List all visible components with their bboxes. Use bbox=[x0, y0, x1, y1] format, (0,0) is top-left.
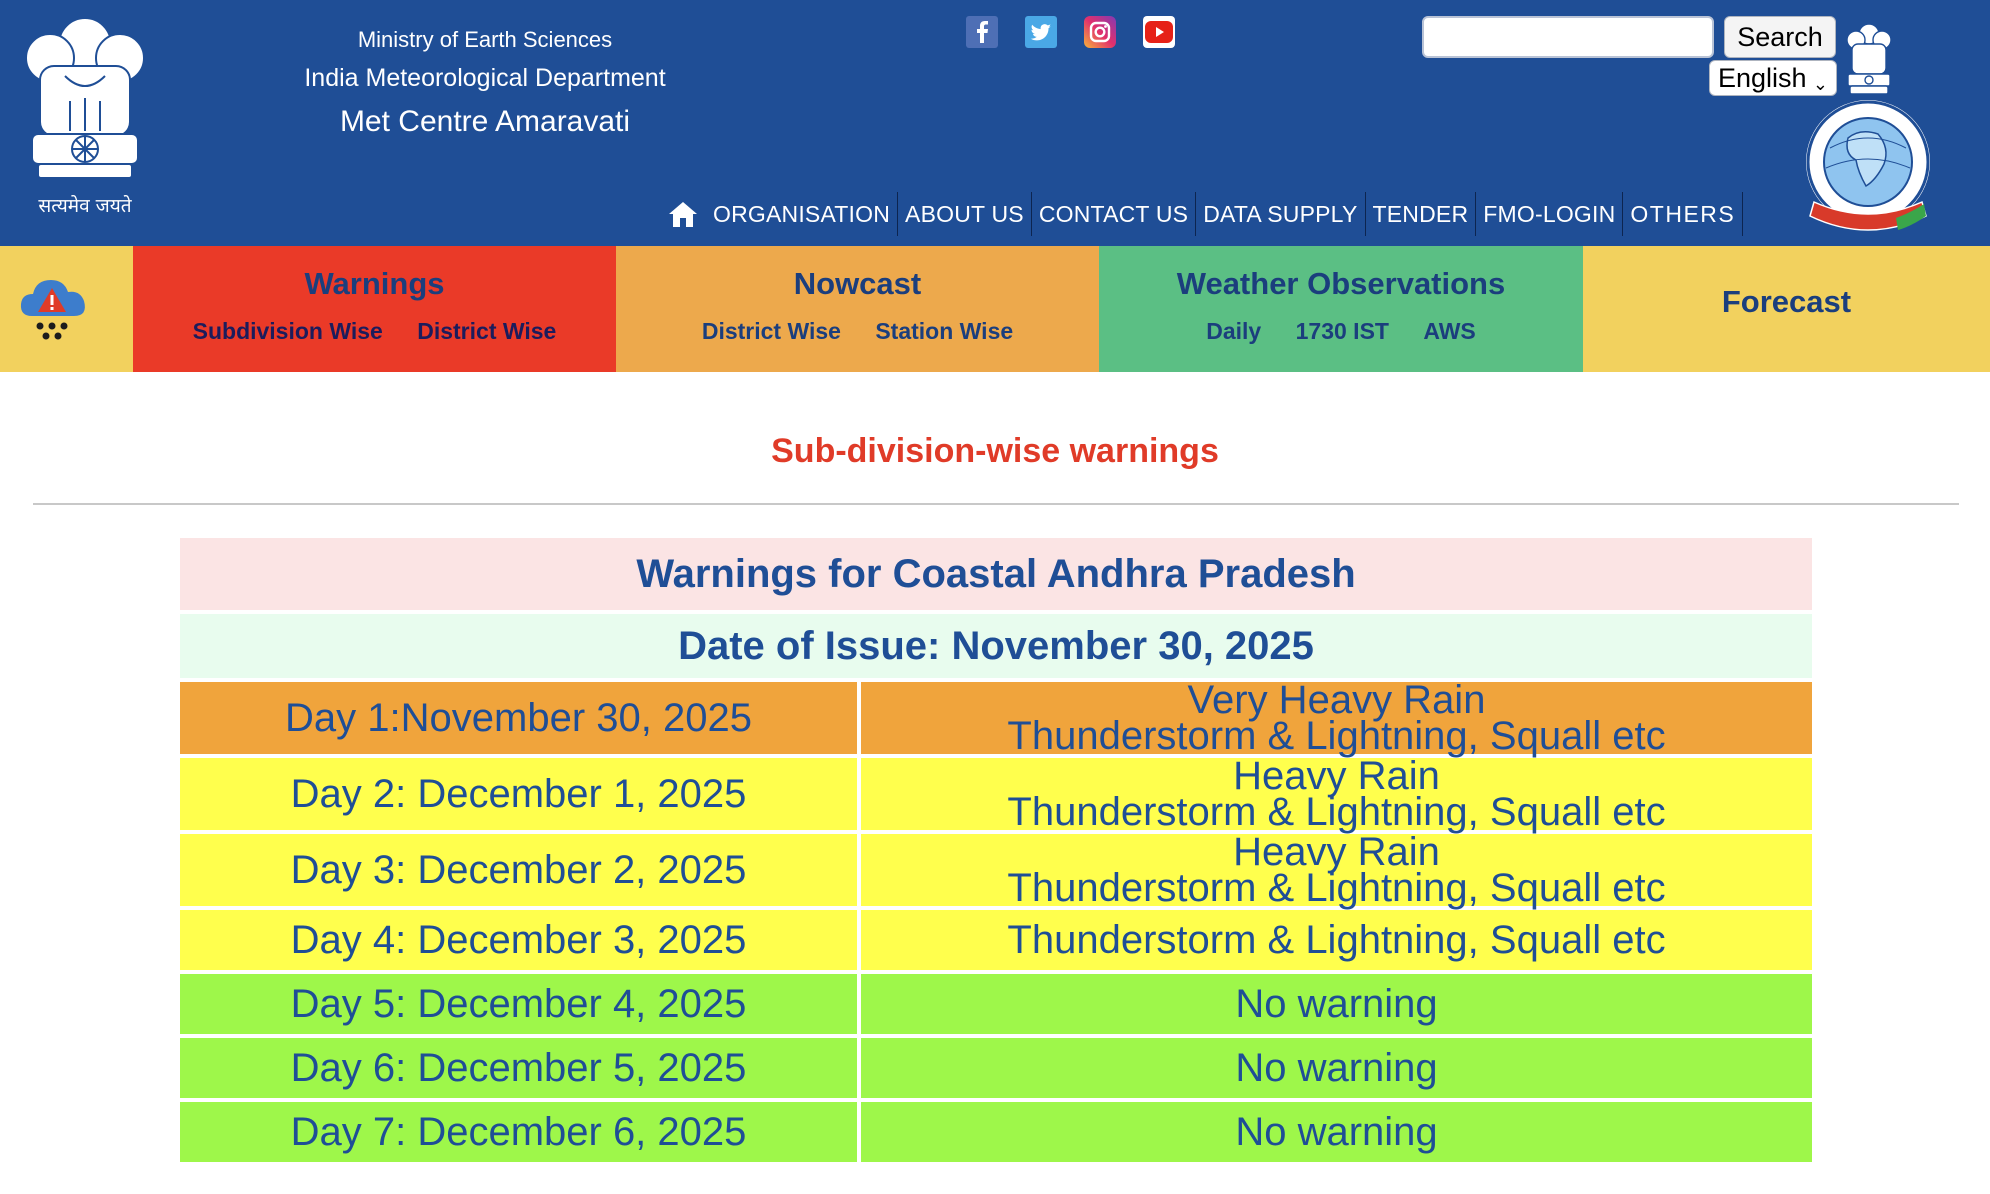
table-row: Day 5: December 4, 2025 No warning bbox=[180, 974, 1812, 1034]
link-station-wise[interactable]: Station Wise bbox=[875, 318, 1014, 344]
tab-observations-title[interactable]: Weather Observations bbox=[1176, 266, 1506, 301]
day-cell: Day 7: December 6, 2025 bbox=[180, 1102, 857, 1162]
day-cell: Day 6: December 5, 2025 bbox=[180, 1038, 857, 1098]
warning-text: Heavy Rain bbox=[1233, 754, 1440, 798]
site-header: सत्यमेव जयते Ministry of Earth Sciences … bbox=[0, 0, 1990, 246]
day-cell: Day 2: December 1, 2025 bbox=[180, 758, 857, 830]
table-title: Warnings for Coastal Andhra Pradesh bbox=[180, 538, 1812, 610]
warning-text: Very Heavy Rain bbox=[1187, 678, 1486, 722]
link-aws[interactable]: AWS bbox=[1423, 318, 1476, 344]
warning-cell: No warning bbox=[861, 1102, 1812, 1162]
warning-cell: Thunderstorm & Lightning, Squall etc bbox=[861, 910, 1812, 970]
youtube-icon[interactable] bbox=[1143, 16, 1175, 48]
link-district-wise-nowcast[interactable]: District Wise bbox=[701, 318, 841, 344]
table-row: Day 3: December 2, 2025 Heavy Rain Thund… bbox=[180, 830, 1812, 910]
language-value: English bbox=[1718, 63, 1807, 93]
home-icon[interactable] bbox=[660, 192, 706, 236]
warning-text: No warning bbox=[1235, 1046, 1438, 1090]
table-row: Day 1:November 30, 2025 Very Heavy Rain … bbox=[180, 678, 1812, 758]
storm-warning-icon bbox=[20, 280, 85, 340]
day-cell: Day 4: December 3, 2025 bbox=[180, 910, 857, 970]
link-daily[interactable]: Daily bbox=[1206, 318, 1262, 344]
warning-text: Thunderstorm & Lightning, Squall etc bbox=[1007, 918, 1666, 962]
search-input[interactable] bbox=[1422, 16, 1714, 58]
site-title: Ministry of Earth Sciences India Meteoro… bbox=[260, 24, 710, 144]
national-emblem-logo[interactable]: सत्यमेव जयते bbox=[10, 6, 160, 218]
day-cell: Day 5: December 4, 2025 bbox=[180, 974, 857, 1034]
weather-alert-tile bbox=[0, 246, 133, 372]
nav-fmo-login[interactable]: FMO-LOGIN bbox=[1476, 192, 1624, 236]
warning-text: Thunderstorm & Lightning, Squall etc bbox=[1007, 866, 1666, 910]
tab-warnings-title[interactable]: Warnings bbox=[304, 266, 445, 301]
tab-forecast-title[interactable]: Forecast bbox=[1721, 284, 1852, 319]
main-nav: ORGANISATION ABOUT US CONTACT US DATA SU… bbox=[660, 192, 1744, 236]
ministry-name: Ministry of Earth Sciences bbox=[357, 27, 613, 52]
warning-text: Thunderstorm & Lightning, Squall etc bbox=[1007, 714, 1666, 758]
nav-tender[interactable]: TENDER bbox=[1366, 192, 1477, 236]
nav-organisation[interactable]: ORGANISATION bbox=[706, 192, 899, 236]
warning-text: Thunderstorm & Lightning, Squall etc bbox=[1007, 790, 1666, 834]
link-subdivision-wise[interactable]: Subdivision Wise bbox=[192, 318, 383, 344]
link-district-wise-warnings[interactable]: District Wise bbox=[417, 318, 557, 344]
tab-nowcast: Nowcast District Wise Station Wise bbox=[616, 246, 1099, 372]
table-row: Day 7: December 6, 2025 No warning bbox=[180, 1102, 1812, 1162]
divider bbox=[33, 503, 1959, 505]
tab-nowcast-title[interactable]: Nowcast bbox=[793, 266, 922, 301]
nav-contact-us[interactable]: CONTACT US bbox=[1032, 192, 1197, 236]
warning-cell: Heavy Rain Thunderstorm & Lightning, Squ… bbox=[861, 754, 1812, 834]
table-row: Day 4: December 3, 2025 Thunderstorm & L… bbox=[180, 910, 1812, 970]
warning-cell: No warning bbox=[861, 1038, 1812, 1098]
tab-weather-observations: Weather Observations Daily 1730 IST AWS bbox=[1099, 246, 1583, 372]
warnings-table: Warnings for Coastal Andhra Pradesh Date… bbox=[180, 538, 1812, 1162]
link-1730-ist[interactable]: 1730 IST bbox=[1295, 318, 1389, 344]
language-select[interactable]: English ⌄ bbox=[1709, 60, 1837, 96]
day-cell: Day 1:November 30, 2025 bbox=[180, 682, 857, 754]
nav-data-supply[interactable]: DATA SUPPLY bbox=[1196, 192, 1366, 236]
twitter-icon[interactable] bbox=[1025, 16, 1057, 48]
nav-about-us[interactable]: ABOUT US bbox=[898, 192, 1032, 236]
emblem-motto: सत्यमेव जयते bbox=[38, 195, 132, 217]
table-row: Day 6: December 5, 2025 No warning bbox=[180, 1038, 1812, 1098]
national-emblem-small-logo bbox=[1840, 20, 1898, 98]
centre-name: Met Centre Amaravati bbox=[339, 105, 631, 138]
warning-text: Heavy Rain bbox=[1233, 830, 1440, 874]
warning-text: No warning bbox=[1235, 1110, 1438, 1154]
tab-warnings: Warnings Subdivision Wise District Wise bbox=[133, 246, 616, 372]
section-title: Sub-division-wise warnings bbox=[771, 432, 1219, 470]
search-button[interactable]: Search bbox=[1724, 16, 1836, 58]
nav-others[interactable]: OTHERS bbox=[1623, 192, 1744, 236]
instagram-icon[interactable] bbox=[1084, 16, 1116, 48]
day-cell: Day 3: December 2, 2025 bbox=[180, 834, 857, 906]
warning-cell: Very Heavy Rain Thunderstorm & Lightning… bbox=[861, 678, 1812, 758]
imd-logo[interactable] bbox=[1800, 98, 1936, 238]
warning-cell: No warning bbox=[861, 974, 1812, 1034]
service-tabs: Warnings Subdivision Wise District Wise … bbox=[0, 246, 1990, 372]
lion-capital-icon bbox=[25, 17, 145, 179]
issue-date: Date of Issue: November 30, 2025 bbox=[180, 614, 1812, 678]
table-row: Day 2: December 1, 2025 Heavy Rain Thund… bbox=[180, 754, 1812, 834]
tab-forecast: Forecast bbox=[1583, 246, 1990, 372]
warning-cell: Heavy Rain Thunderstorm & Lightning, Squ… bbox=[861, 830, 1812, 910]
facebook-icon[interactable] bbox=[966, 16, 998, 48]
department-name: India Meteorological Department bbox=[304, 64, 666, 92]
chevron-down-icon: ⌄ bbox=[1812, 74, 1828, 94]
warning-text: No warning bbox=[1235, 982, 1438, 1026]
